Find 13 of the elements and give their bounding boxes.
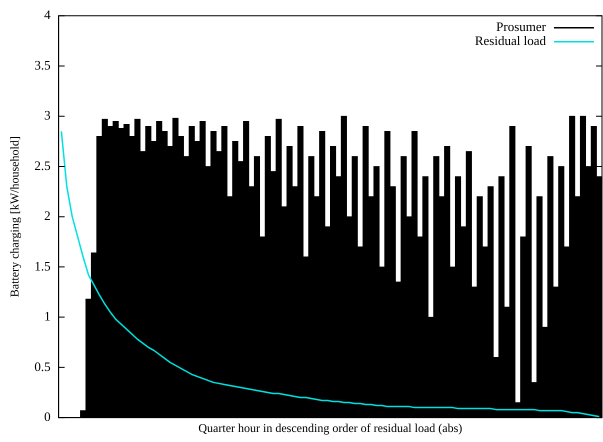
y-tick-label: 3 [44,108,51,123]
legend-label: Residual load [474,33,546,48]
y-tick-label: 0 [44,409,51,424]
y-tick-label: 1.5 [34,258,51,274]
x-axis-title: Quarter hour in descending order of residual load (abs) [198,420,462,435]
y-tick-label: 1 [44,308,51,324]
y-tick-label: 2 [44,208,51,224]
y-axis-title: Battery charging [kW/household] [7,136,22,298]
y-tick-label: 0.5 [34,358,51,374]
legend-label: Prosumer [496,19,547,34]
y-tick-label: 3.5 [34,57,51,72]
y-tick-label: 2.5 [34,158,51,173]
y-tick-label: 4 [44,7,52,22]
